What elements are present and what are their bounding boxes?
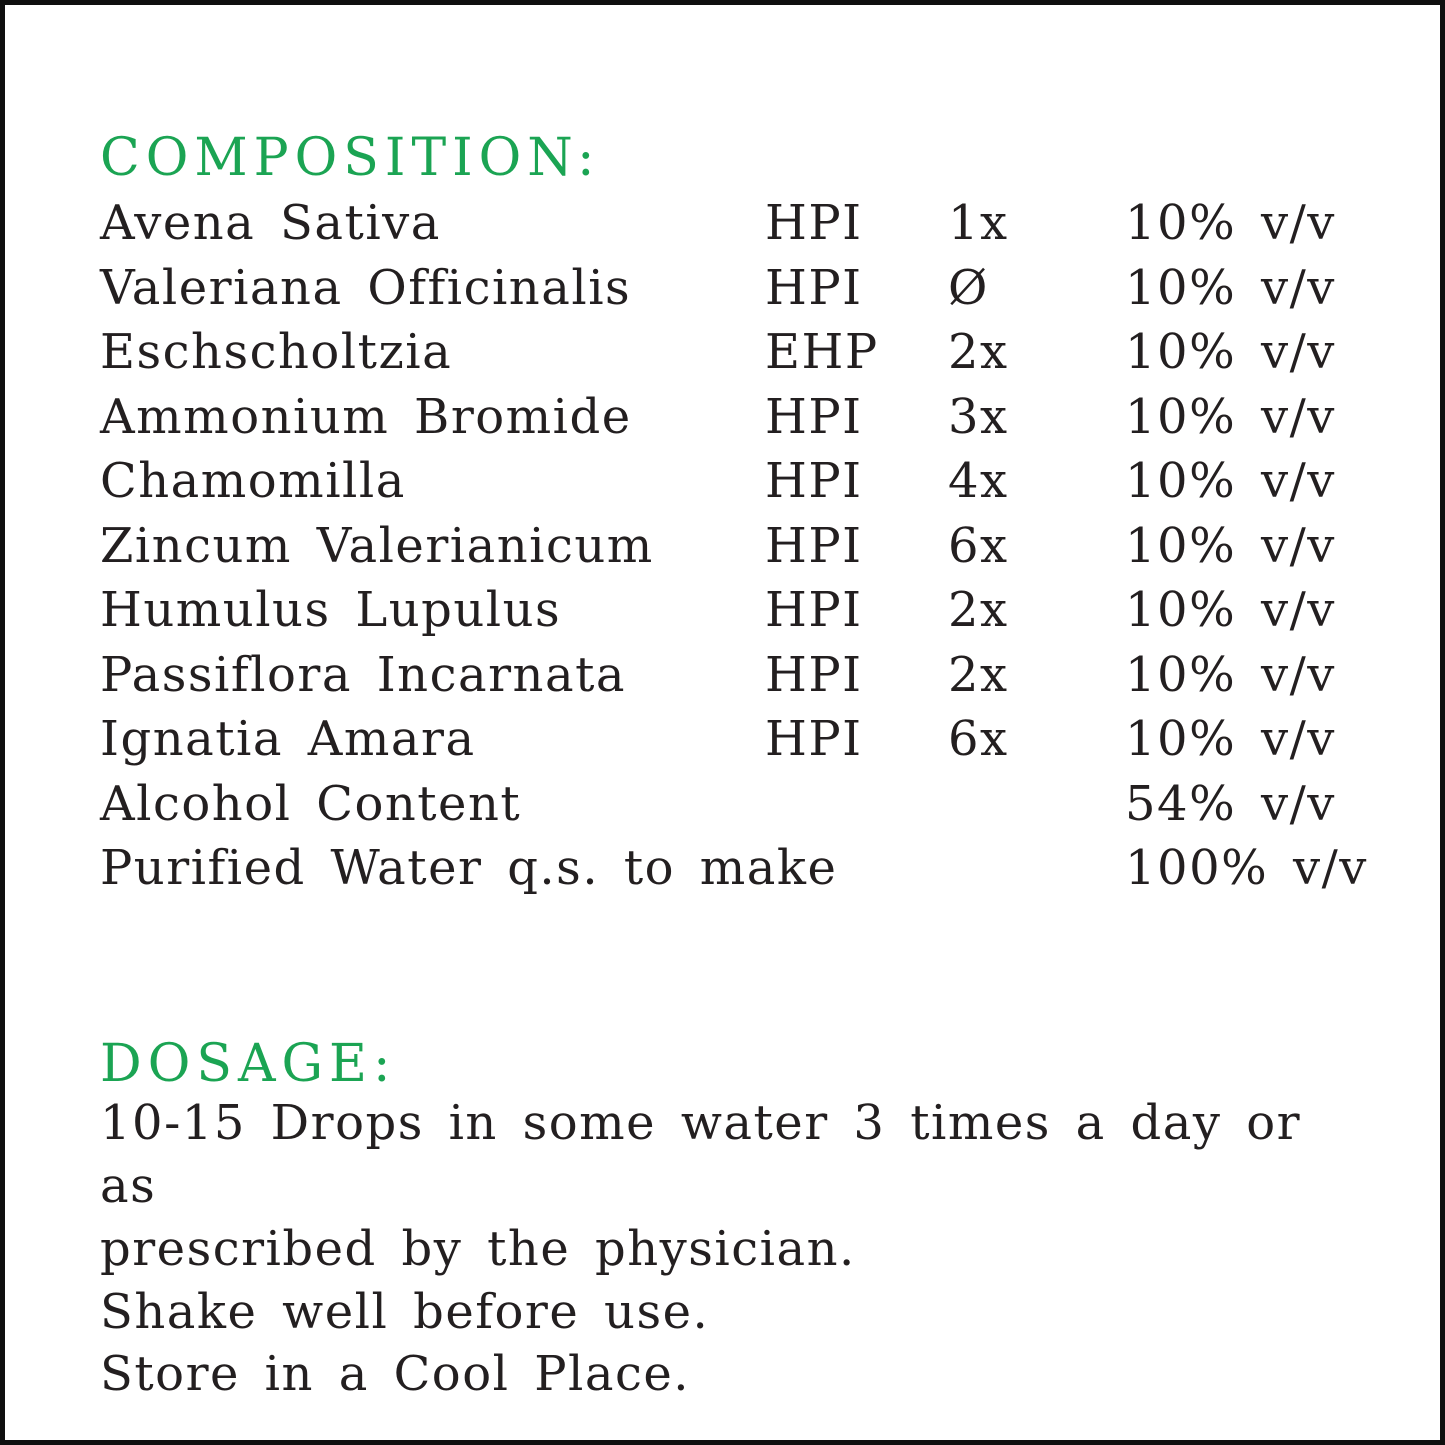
potency	[948, 836, 1125, 901]
ingredient-name: Valeriana Officinalis	[100, 259, 632, 316]
potency	[948, 772, 1125, 837]
dosage-line-2: prescribed by the physician.	[100, 1221, 856, 1277]
table-row: Alcohol Content 54% v/v	[100, 772, 1375, 837]
ingredient-name: Ammonium Bromide	[100, 388, 632, 445]
potency: 2x	[948, 582, 1009, 638]
potency: 4x	[948, 453, 1009, 509]
standard-code	[765, 836, 948, 901]
dosage-heading: DOSAGE:	[100, 1034, 397, 1094]
ingredient-name: Ignatia Amara	[100, 711, 476, 767]
dosage-section: DOSAGE: 10-15 Drops in some water 3 time…	[100, 1036, 1375, 1405]
potency: 2x	[948, 646, 1009, 703]
standard-code: HPI	[765, 711, 863, 767]
potency: Ø	[948, 259, 989, 316]
strength-percent: 10% v/v	[1125, 582, 1336, 638]
ingredient-name: Zincum Valerianicum	[100, 517, 654, 574]
standard-code: EHP	[765, 324, 879, 380]
strength-percent: 10% v/v	[1125, 646, 1336, 703]
strength-percent: 10% v/v	[1125, 259, 1336, 316]
potency: 6x	[948, 711, 1009, 767]
potency: 6x	[948, 517, 1009, 574]
standard-code: HPI	[765, 259, 863, 316]
strength-percent: 10% v/v	[1125, 324, 1336, 380]
strength-percent: 10% v/v	[1125, 517, 1336, 574]
composition-table: Avena Sativa HPI 1x 10% v/v Valeriana Of…	[100, 191, 1375, 901]
standard-code: HPI	[765, 195, 863, 251]
ingredient-name: Eschscholtzia	[100, 324, 453, 380]
potency: 3x	[948, 388, 1009, 445]
strength-percent: 10% v/v	[1125, 195, 1336, 251]
table-row: Valeriana Officinalis HPI Ø 10% v/v	[100, 256, 1375, 321]
table-row: Humulus Lupulus HPI 2x 10% v/v	[100, 578, 1375, 643]
table-row: Chamomilla HPI 4x 10% v/v	[100, 449, 1375, 514]
shake-well-note: Shake well before use.	[100, 1284, 710, 1340]
dosage-line-1: 10-15 Drops in some water 3 times a day …	[100, 1095, 1302, 1214]
ingredient-name: Avena Sativa	[100, 195, 441, 251]
ingredient-name: Passiflora Incarnata	[100, 646, 626, 703]
standard-code: HPI	[765, 582, 863, 638]
table-row: Ammonium Bromide HPI 3x 10% v/v	[100, 385, 1375, 450]
strength-percent: 10% v/v	[1125, 711, 1336, 767]
strength-percent: 54% v/v	[1125, 775, 1336, 832]
potency: 1x	[948, 195, 1009, 251]
standard-code	[765, 772, 948, 837]
table-row: Passiflora Incarnata HPI 2x 10% v/v	[100, 643, 1375, 708]
composition-heading: COMPOSITION:	[100, 128, 601, 188]
storage-note: Store in a Cool Place.	[100, 1346, 691, 1402]
table-row: Purified Water q.s. to make 100% v/v	[100, 836, 1375, 901]
composition-section: COMPOSITION: Avena Sativa HPI 1x 10% v/v…	[100, 126, 1375, 901]
table-row: Eschscholtzia EHP 2x 10% v/v	[100, 320, 1375, 385]
table-row: Zincum Valerianicum HPI 6x 10% v/v	[100, 514, 1375, 579]
standard-code: HPI	[765, 517, 863, 574]
table-row: Avena Sativa HPI 1x 10% v/v	[100, 191, 1375, 256]
strength-percent: 10% v/v	[1125, 388, 1336, 445]
standard-code: HPI	[765, 453, 863, 509]
standard-code: HPI	[765, 646, 863, 703]
ingredient-name: Humulus Lupulus	[100, 582, 562, 638]
ingredient-name: Purified Water q.s. to make	[100, 840, 838, 896]
standard-code: HPI	[765, 388, 863, 445]
strength-percent: 100% v/v	[1125, 840, 1368, 896]
ingredient-name: Chamomilla	[100, 453, 406, 509]
potency: 2x	[948, 324, 1009, 380]
table-row: Ignatia Amara HPI 6x 10% v/v	[100, 707, 1375, 772]
dosage-instructions: 10-15 Drops in some water 3 times a day …	[100, 1092, 1375, 1281]
strength-percent: 10% v/v	[1125, 453, 1336, 509]
ingredient-name: Alcohol Content	[100, 775, 522, 832]
